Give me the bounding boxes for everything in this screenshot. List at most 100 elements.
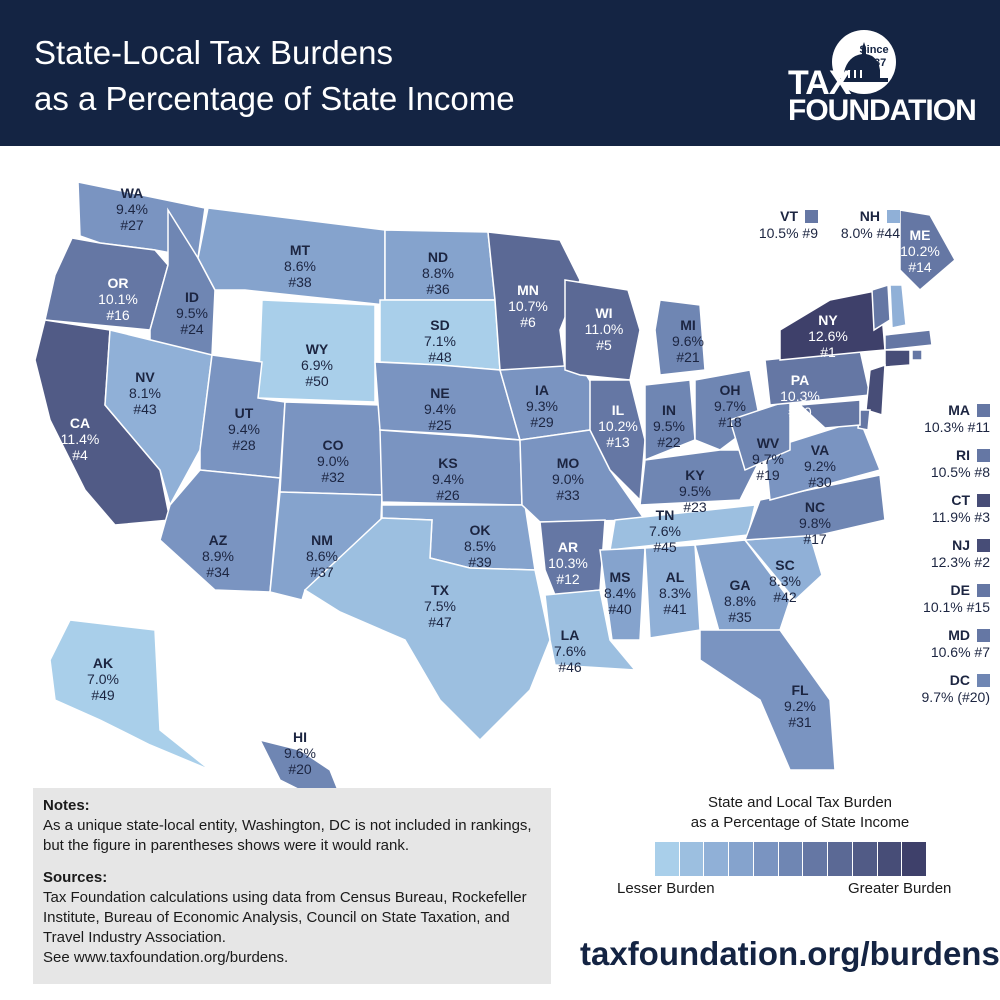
state-shape-vt <box>871 283 891 332</box>
state-label-la-value: 7.6% <box>554 643 586 659</box>
callout-value-dc: 9.7% (#20) <box>921 689 990 705</box>
state-label-ne-rank: #25 <box>428 417 452 433</box>
state-label-hi-rank: #20 <box>288 761 312 777</box>
state-label-fl-rank: #31 <box>788 714 812 730</box>
state-shape-md <box>798 399 861 429</box>
state-label-va-abbr: VA <box>811 442 829 458</box>
legend-title-line-2: as a Percentage of State Income <box>690 814 910 831</box>
state-label-ut-rank: #28 <box>232 437 256 453</box>
state-label-ca-abbr: CA <box>70 415 90 431</box>
state-label-nv-value: 8.1% <box>129 385 161 401</box>
legend-low-label: Lesser Burden <box>617 880 715 897</box>
state-label-wi-rank: #5 <box>596 337 612 353</box>
state-label-la-abbr: LA <box>561 627 580 643</box>
state-label-ms-rank: #40 <box>608 601 632 617</box>
callout-swatch-de <box>977 584 990 597</box>
callout-value-nh: 8.0% #44 <box>840 225 900 241</box>
state-label-ky-value: 9.5% <box>679 483 711 499</box>
callout-swatch-nh <box>887 210 900 223</box>
state-label-ky-rank: #23 <box>683 499 707 515</box>
state-label-wa-value: 9.4% <box>116 201 148 217</box>
state-label-oh-rank: #18 <box>718 414 742 430</box>
title-line-2: as a Percentage of State Income <box>34 80 515 117</box>
state-label-mn-abbr: MN <box>517 282 539 298</box>
state-label-pa-abbr: PA <box>791 372 809 388</box>
state-label-tx-rank: #47 <box>428 614 452 630</box>
legend-swatch-7 <box>803 842 829 876</box>
legend-swatch-10 <box>877 842 903 876</box>
state-label-ar-rank: #12 <box>556 571 580 587</box>
legend-swatch-5 <box>753 842 779 876</box>
callout-abbr-nj: NJ <box>952 537 970 553</box>
legend-swatch-11 <box>902 842 928 876</box>
legend-swatch-1 <box>655 842 680 876</box>
state-label-wv-abbr: WV <box>757 435 780 451</box>
state-label-ca-rank: #4 <box>72 447 88 463</box>
callout-value-ct: 11.9% #3 <box>931 509 990 525</box>
state-label-wi-value: 11.0% <box>585 321 624 337</box>
legend-swatch-8 <box>828 842 853 876</box>
logo-foundation: FOUNDATION <box>788 94 977 127</box>
callout-swatch-nj <box>977 539 990 552</box>
state-label-co-value: 9.0% <box>317 453 349 469</box>
state-label-mt-rank: #38 <box>288 274 312 290</box>
state-shape-mn <box>487 231 581 371</box>
state-label-ok-rank: #39 <box>468 554 492 570</box>
sources-text: Tax Foundation calculations using data f… <box>43 889 527 946</box>
state-shape-va <box>764 419 882 501</box>
state-label-al-abbr: AL <box>666 569 685 585</box>
state-shape-nj <box>865 363 886 417</box>
sources-heading: Sources: <box>43 869 108 886</box>
state-shape-ga <box>694 539 791 636</box>
state-label-ny-rank: #1 <box>820 344 836 360</box>
state-label-ak-rank: #49 <box>91 687 115 703</box>
tax-foundation-logo: Since 1937 TAX FOUNDATION <box>782 28 978 128</box>
state-label-ga-rank: #35 <box>728 609 752 625</box>
legend-swatch-4 <box>729 842 754 876</box>
callout-abbr-ma: MA <box>948 402 970 418</box>
state-label-mn-value: 10.7% <box>508 298 548 314</box>
state-label-nm-rank: #37 <box>310 564 334 580</box>
legend-swatch-3 <box>704 842 730 876</box>
state-label-nm-abbr: NM <box>311 532 333 548</box>
state-label-co-rank: #32 <box>321 469 345 485</box>
state-label-or-value: 10.1% <box>98 291 138 307</box>
legend-color-scale <box>655 842 928 876</box>
title-line-1: State-Local Tax Burdens <box>34 34 393 71</box>
state-label-mo-abbr: MO <box>557 455 580 471</box>
state-shape-wv <box>729 398 791 472</box>
state-label-mt-value: 8.6% <box>284 258 316 274</box>
state-label-or-abbr: OR <box>108 275 129 291</box>
state-label-nv-rank: #43 <box>133 401 157 417</box>
callout-swatch-vt <box>805 210 818 223</box>
legend-swatch-6 <box>778 842 804 876</box>
legend-title: State and Local Tax Burden as a Percenta… <box>640 793 960 833</box>
state-label-tx-value: 7.5% <box>424 598 456 614</box>
state-shape-ky <box>639 449 767 506</box>
state-label-il-abbr: IL <box>612 402 625 418</box>
footer-url[interactable]: taxfoundation.org/burdens <box>580 935 1000 972</box>
state-label-id-value: 9.5% <box>176 305 208 321</box>
state-label-nc-rank: #17 <box>803 531 827 547</box>
legend-swatch-2 <box>679 842 705 876</box>
state-label-ms-abbr: MS <box>610 569 631 585</box>
state-label-me-value: 10.2% <box>900 243 940 259</box>
state-label-ga-value: 8.8% <box>724 593 756 609</box>
state-label-nd-value: 8.8% <box>422 265 454 281</box>
state-label-mn-rank: #6 <box>520 314 536 330</box>
state-label-mi-rank: #21 <box>676 349 700 365</box>
state-label-ia-rank: #29 <box>530 414 554 430</box>
state-shape-fl <box>699 629 836 771</box>
state-label-ny-value: 12.6% <box>808 328 848 344</box>
callout-abbr-vt: VT <box>780 208 798 224</box>
callout-swatch-ct <box>977 494 990 507</box>
state-label-la-rank: #46 <box>558 659 582 675</box>
state-label-oh-value: 9.7% <box>714 398 746 414</box>
state-shape-me <box>899 209 956 292</box>
state-label-hi-abbr: HI <box>293 729 307 745</box>
state-label-al-value: 8.3% <box>659 585 691 601</box>
callout-swatch-dc <box>977 674 990 687</box>
callout-md: MD 10.6% #7 <box>900 627 990 661</box>
state-label-hi-value: 9.6% <box>284 745 316 761</box>
notes-box: Notes: As a unique state-local entity, W… <box>33 788 551 984</box>
